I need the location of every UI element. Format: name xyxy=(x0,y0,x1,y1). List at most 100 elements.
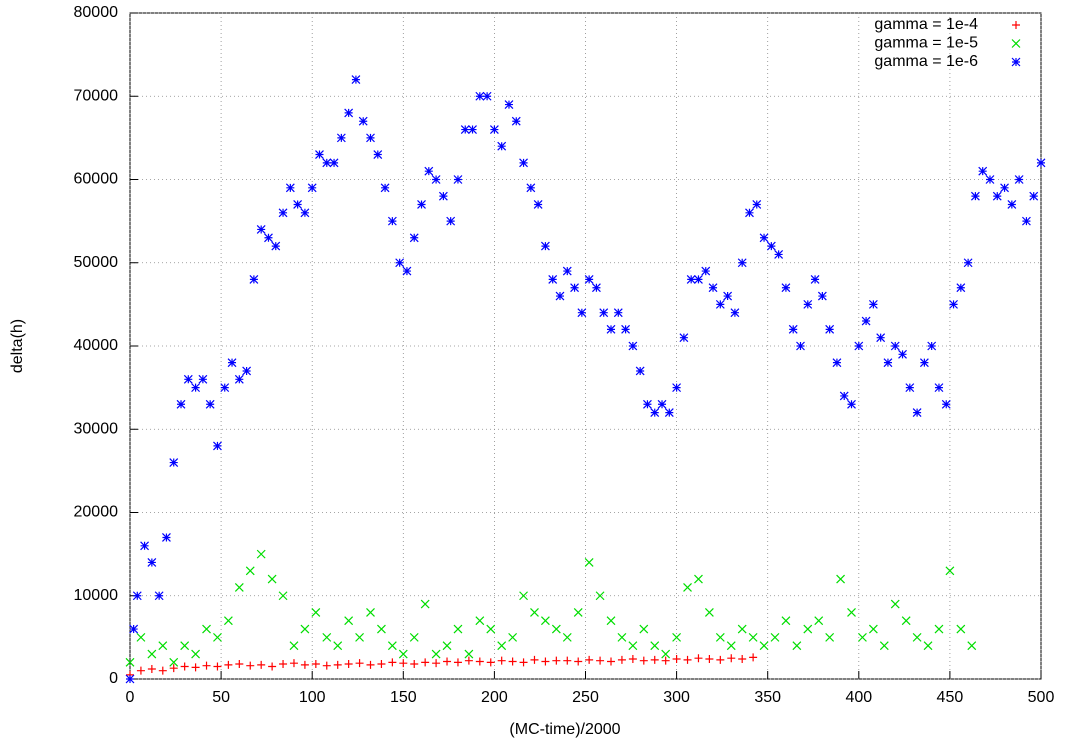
point xyxy=(901,616,911,626)
point xyxy=(868,299,878,309)
point xyxy=(847,607,856,617)
point xyxy=(898,349,907,359)
point xyxy=(257,660,266,669)
point xyxy=(497,141,507,151)
point xyxy=(759,641,769,651)
point xyxy=(264,233,273,243)
point xyxy=(453,658,462,667)
point xyxy=(770,632,780,642)
point xyxy=(158,666,167,675)
point xyxy=(438,191,448,201)
point xyxy=(738,655,747,664)
y-axis-label: delta(h) xyxy=(9,319,26,373)
point xyxy=(278,208,288,218)
point xyxy=(464,649,474,659)
x-tick-label: 150 xyxy=(390,689,417,706)
point xyxy=(832,358,842,368)
point xyxy=(562,266,572,276)
point xyxy=(562,632,572,642)
point xyxy=(410,660,419,669)
point xyxy=(945,566,955,576)
point xyxy=(377,660,386,669)
point xyxy=(256,225,266,234)
point xyxy=(129,624,139,634)
point xyxy=(635,366,645,376)
x-tick-label: 500 xyxy=(1028,689,1055,706)
point xyxy=(563,656,572,665)
point xyxy=(584,274,594,284)
point xyxy=(723,291,733,301)
point xyxy=(453,175,463,184)
point xyxy=(446,216,456,226)
point xyxy=(504,100,514,109)
point xyxy=(267,574,277,584)
point xyxy=(322,632,332,642)
x-tick-label: 450 xyxy=(937,689,964,706)
y-tick-label: 40000 xyxy=(74,337,119,354)
point xyxy=(595,591,605,601)
point xyxy=(839,391,849,401)
point xyxy=(475,91,485,101)
point xyxy=(548,274,558,284)
point xyxy=(705,655,714,664)
point xyxy=(497,641,507,651)
legend-label: gamma = 1e-4 xyxy=(874,16,978,33)
point xyxy=(817,291,827,301)
point xyxy=(329,158,339,168)
point xyxy=(336,133,346,143)
point xyxy=(701,266,711,276)
x-tick-label: 100 xyxy=(299,689,326,706)
point xyxy=(672,655,681,664)
point xyxy=(540,241,550,251)
point xyxy=(530,655,539,664)
point xyxy=(1021,216,1031,226)
x-tick-label: 50 xyxy=(212,689,230,706)
x-tick-label: 250 xyxy=(572,689,599,706)
point xyxy=(577,308,587,318)
point xyxy=(311,660,320,669)
point xyxy=(147,558,157,567)
point xyxy=(592,283,601,293)
point xyxy=(431,649,441,659)
x-axis-label: (MC-time)/2000 xyxy=(509,721,620,738)
point xyxy=(927,341,937,351)
point xyxy=(883,358,893,368)
point xyxy=(508,632,518,642)
point xyxy=(289,659,298,668)
point xyxy=(825,632,835,642)
point xyxy=(599,308,609,318)
point xyxy=(183,374,193,384)
legend-marker xyxy=(1012,21,1020,29)
point xyxy=(803,624,813,634)
point xyxy=(147,665,156,674)
point xyxy=(279,660,288,669)
legend-marker xyxy=(1011,57,1021,67)
point xyxy=(399,659,408,668)
point xyxy=(672,383,682,393)
point xyxy=(307,183,317,193)
x-tick-label: 400 xyxy=(845,689,872,706)
point xyxy=(344,660,353,669)
point xyxy=(285,183,295,193)
point xyxy=(1000,183,1009,193)
point xyxy=(366,607,375,617)
point xyxy=(417,200,426,209)
point xyxy=(519,158,528,168)
point xyxy=(511,116,521,126)
point xyxy=(489,125,499,134)
y-tick-label: 10000 xyxy=(74,587,119,604)
y-tick-label: 20000 xyxy=(74,504,119,521)
point xyxy=(409,233,419,243)
point xyxy=(967,641,977,651)
point xyxy=(606,324,616,334)
point xyxy=(540,616,550,626)
point xyxy=(694,574,703,584)
point xyxy=(366,133,375,143)
point xyxy=(847,399,856,409)
point xyxy=(727,654,736,663)
point xyxy=(726,641,736,651)
point xyxy=(268,662,277,671)
point xyxy=(628,641,638,651)
point xyxy=(890,341,900,351)
point xyxy=(387,641,397,651)
